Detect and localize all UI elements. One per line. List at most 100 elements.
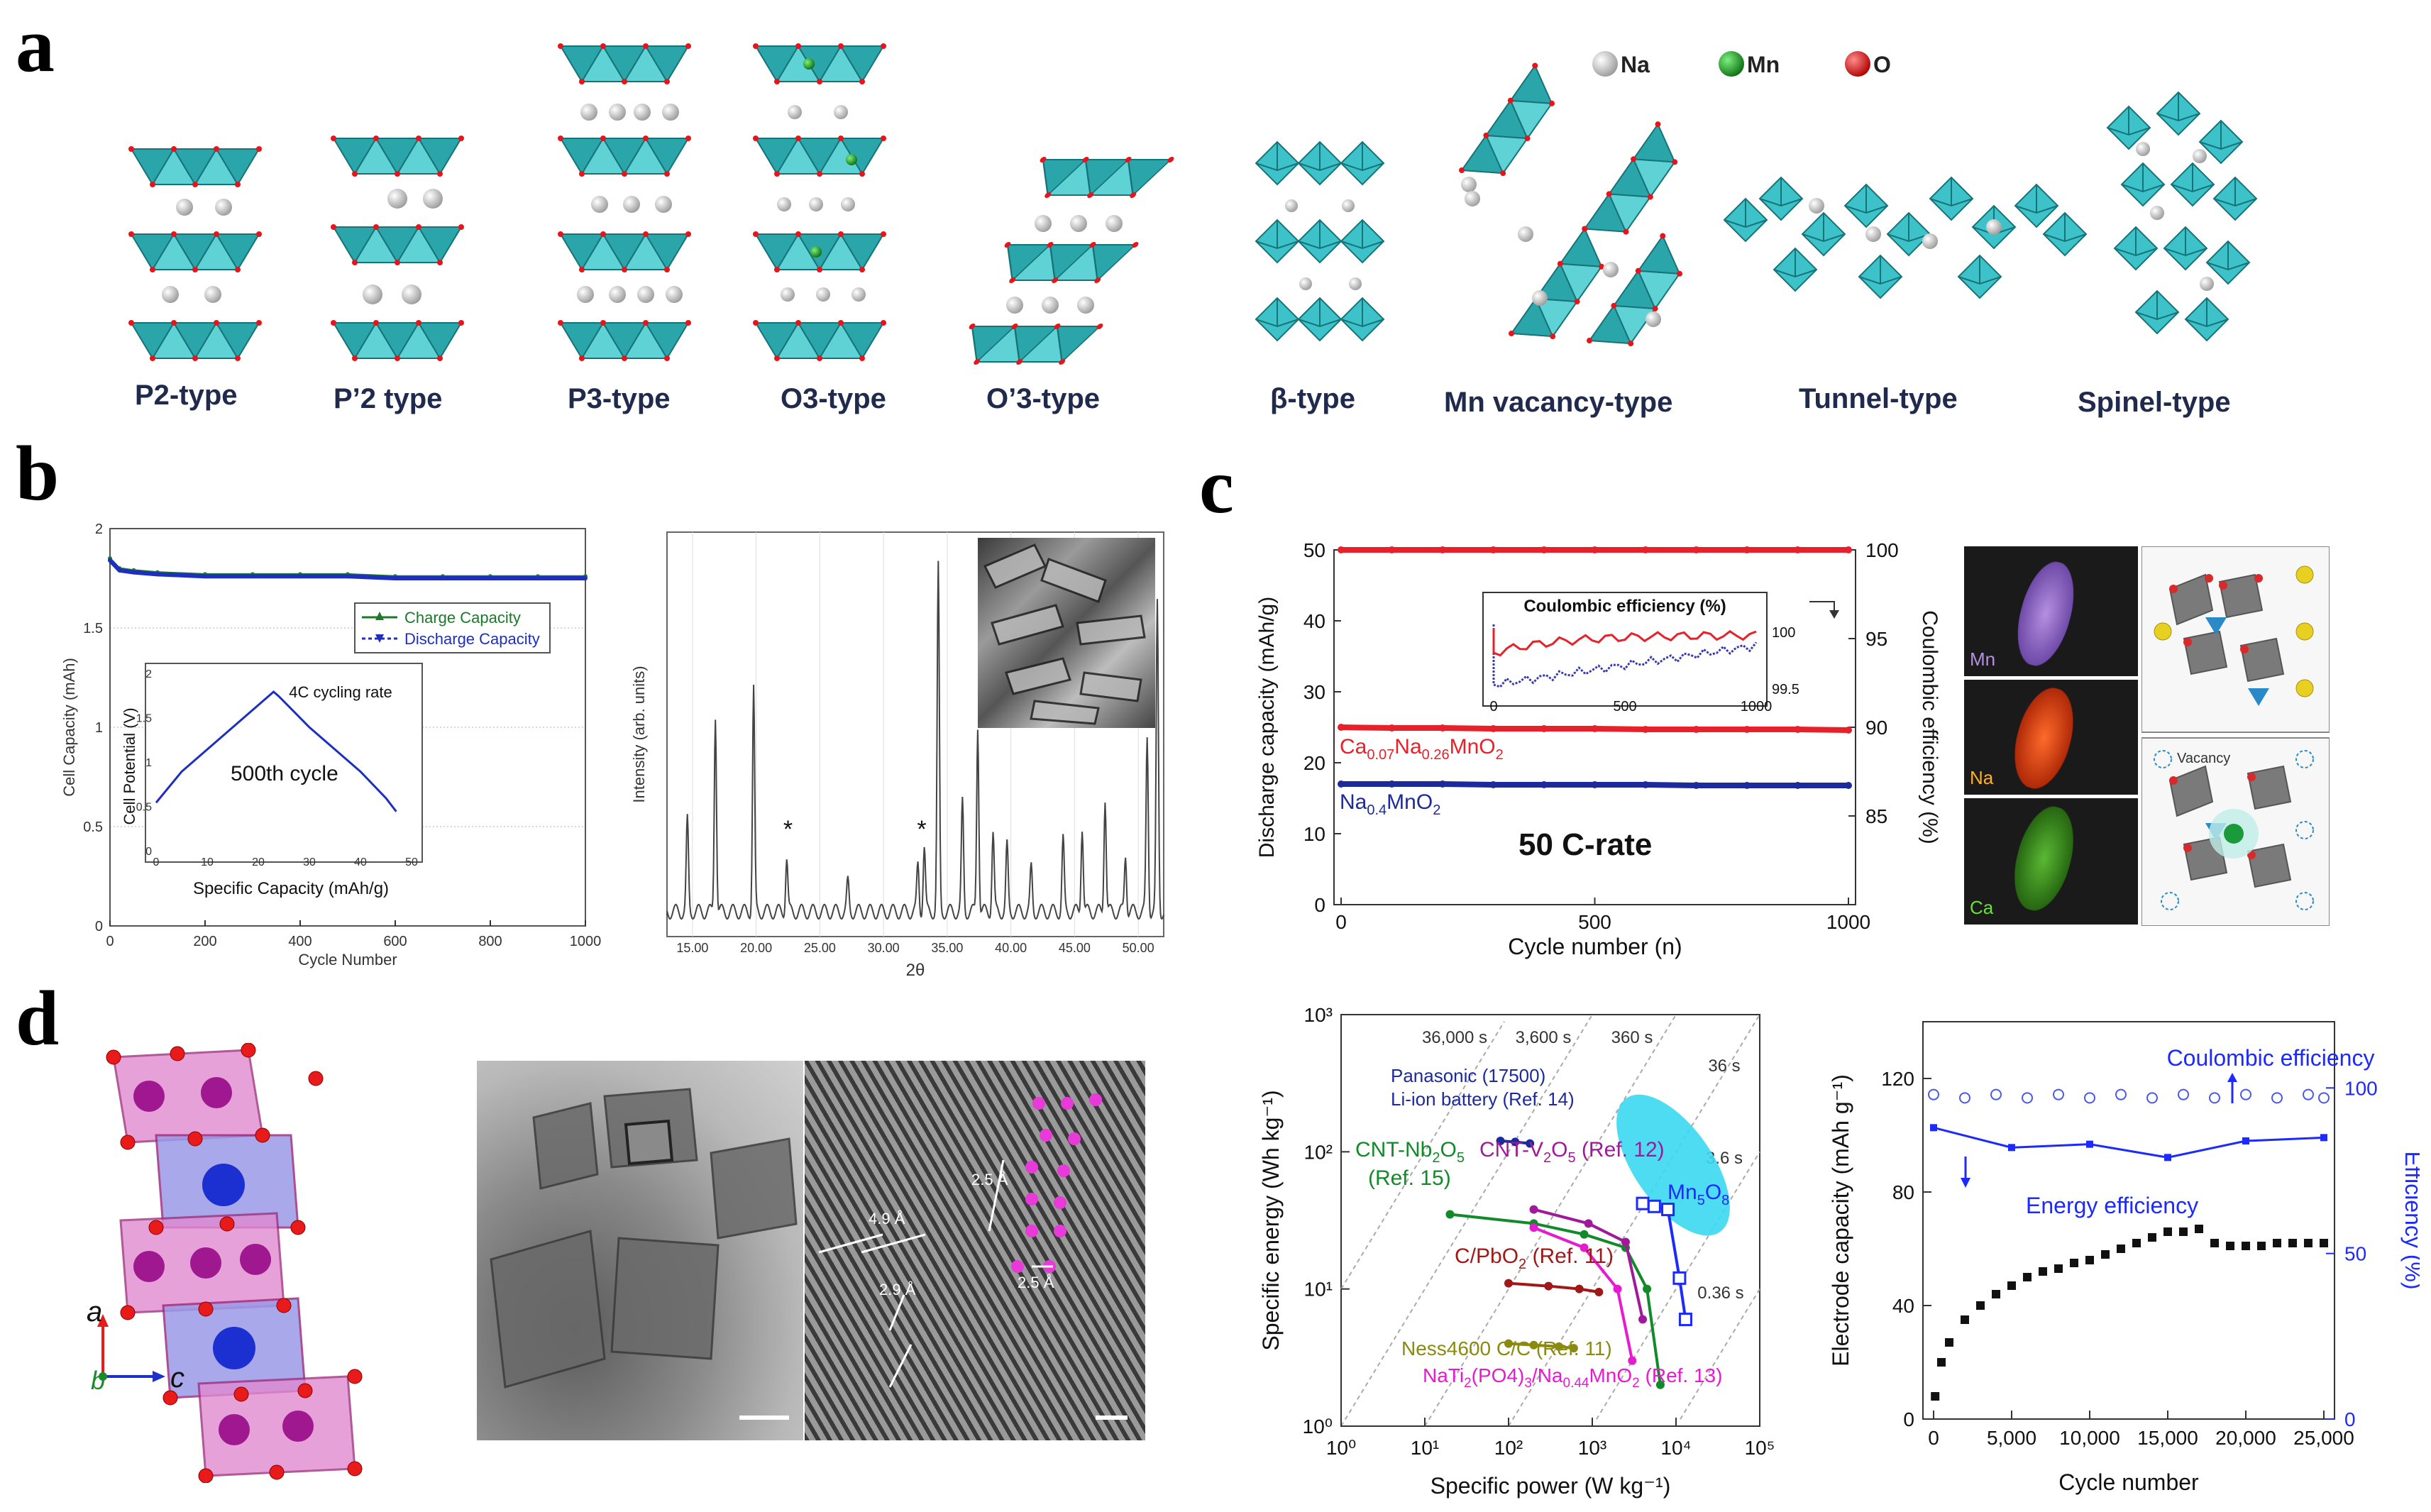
b1-xtick-label: 200 (193, 934, 216, 949)
d1-timeline (1680, 1288, 1760, 1420)
d1-ytick-label: 10² (1304, 1141, 1333, 1163)
d1-point (1544, 1281, 1553, 1291)
d1-xtick-label: 10⁵ (1745, 1437, 1775, 1459)
d2-xtick-label: 0 (1928, 1427, 1939, 1449)
c1-xtick-label: 0 (1335, 911, 1347, 933)
d1-point (1584, 1219, 1593, 1228)
structure-p2: P2-type (128, 145, 263, 411)
eds-label-mn: Mn (1970, 649, 1996, 670)
b1-inset-ytick-label: 0.5 (136, 802, 152, 814)
d2-label-ce: Coulombic efficiency (2167, 1045, 2375, 1071)
d2-ce-point (2303, 1088, 2314, 1100)
eds-label-na: Na (1970, 767, 1994, 788)
o-atom-icon (1845, 51, 1870, 77)
label-spinel: Spinel-type (2078, 387, 2231, 418)
b1-point (131, 570, 136, 575)
d1-point (1621, 1237, 1630, 1247)
d2-xtick-label: 10,000 (2059, 1427, 2120, 1449)
c1-ytick-label: 10 (1303, 823, 1325, 845)
c1-ytick-label: 40 (1303, 610, 1325, 632)
c1-point (1794, 782, 1802, 789)
d2-ytick-label: 0 (1903, 1408, 1914, 1430)
d2-capacity-point (1976, 1301, 1985, 1310)
c1-point (1845, 727, 1852, 734)
b1-point (536, 576, 540, 580)
chart-d1-ragone: 36,000 s 3,600 s 360 s36 s3.6 s0.36 s 10⁰ 1… (1258, 1004, 1775, 1499)
b1-xtick-label: 400 (288, 934, 312, 949)
d1-timeline-label: 0.36 s (1697, 1284, 1743, 1303)
b1-point (346, 574, 350, 579)
d2-ce-point (1990, 1088, 2002, 1100)
b2-ylabel: Intensity (arb. units) (630, 666, 648, 802)
d2-capacity-point (2179, 1227, 2188, 1236)
b1-inset-xtick-label: 50 (405, 856, 418, 868)
b1-inset-xtick-label: 40 (354, 856, 367, 868)
c1-xtick-label: 1000 (1826, 911, 1870, 933)
b2-xlabel: 2θ (906, 961, 925, 980)
d2-y2tick-label: 100 (2344, 1077, 2378, 1099)
d1-point (1529, 1205, 1538, 1214)
panel-label-c: c (1199, 443, 1234, 529)
d1-series-1 (1450, 1213, 1662, 1386)
d1-point (1638, 1315, 1648, 1324)
d2-capacity-point (1945, 1338, 1953, 1347)
d1-point (1661, 1203, 1675, 1217)
d1-timeline (1340, 1014, 1593, 1427)
d2-ce-point (1959, 1092, 1970, 1104)
d1-timeline (1508, 1014, 1760, 1427)
b1-inset-ytick-label: 2 (145, 668, 152, 680)
d1-series-4 (1508, 1342, 1575, 1350)
c1-point (1338, 780, 1345, 788)
b2-sem-image (978, 538, 1155, 728)
d2-xtick-label: 5,000 (1987, 1427, 2036, 1449)
c1-point (1439, 546, 1446, 553)
b1-inset-xtick-label: 30 (303, 856, 316, 868)
d2-y2label: Efficiency (%) (2400, 1151, 2420, 1289)
c1-point (1540, 781, 1548, 788)
d2-ce-point (2271, 1092, 2283, 1104)
d1-timeline-label: 3,600 s (1516, 1028, 1572, 1047)
c1-inset-xtick-label: 0 (1489, 699, 1497, 714)
d2-capacity-point (2085, 1256, 2094, 1264)
b2-xtick-label: 35.00 (931, 941, 963, 955)
b1-inset-xtick-label: 10 (201, 856, 214, 868)
eds-label-ca: Ca (1970, 897, 1994, 918)
c1-xlabel: Cycle number (n) (1508, 934, 1682, 959)
c1-ytick-label: 20 (1303, 752, 1325, 774)
panel-label-a: a (16, 1, 55, 88)
d1-label-nb: CNT-Nb2O5 (1355, 1138, 1465, 1166)
b2-xtick-label: 20.00 (740, 941, 772, 955)
b1-point (250, 574, 255, 579)
structure-mn-vacancy: Mn vacancy-type (1444, 60, 1697, 418)
c1-label-na: Na0.4MnO2 (1340, 790, 1440, 818)
d2-capacity-point (2257, 1242, 2266, 1250)
c1-y2tick-label: 90 (1865, 717, 1887, 739)
d1-timeline (1424, 1014, 1677, 1427)
structure-beta: β-type (1255, 141, 1384, 414)
d1-point (1580, 1243, 1589, 1252)
c1-point (1692, 726, 1700, 733)
d2-capacity-point (1931, 1392, 1940, 1401)
c1-ytick-label: 50 (1303, 539, 1325, 561)
b2-xtick-label: 30.00 (868, 941, 900, 955)
d1-point (1672, 1271, 1687, 1285)
eds-map-ca: Ca (1964, 798, 2138, 925)
structure-o3-prime: O’3-type (950, 155, 1176, 414)
c1-point (1489, 725, 1497, 732)
atom-legend: Na Mn O (1592, 51, 1891, 77)
b1-ytick-label: 0.5 (83, 820, 103, 835)
d2-ee-point (1930, 1124, 1937, 1132)
b1-inset-curve (155, 690, 397, 812)
d2-xtick-label: 15,000 (2137, 1427, 2198, 1449)
c1-y2tick-label: 95 (1865, 628, 1887, 650)
b1-point (583, 576, 588, 580)
b1-inset-xtick-label: 20 (252, 856, 265, 868)
label-tunnel: Tunnel-type (1799, 383, 1958, 414)
d2-capacity-point (2039, 1267, 2047, 1276)
d1-timeline-label: 360 s (1611, 1028, 1653, 1047)
legend-na: Na (1621, 52, 1650, 77)
c1-label-ca: Ca0.07Na0.26MnO2 (1340, 735, 1504, 763)
b1-xtick-label: 800 (478, 934, 502, 949)
d1-label-panasonic: Panasonic (17500) (1391, 1065, 1545, 1086)
b1-point (488, 576, 492, 580)
